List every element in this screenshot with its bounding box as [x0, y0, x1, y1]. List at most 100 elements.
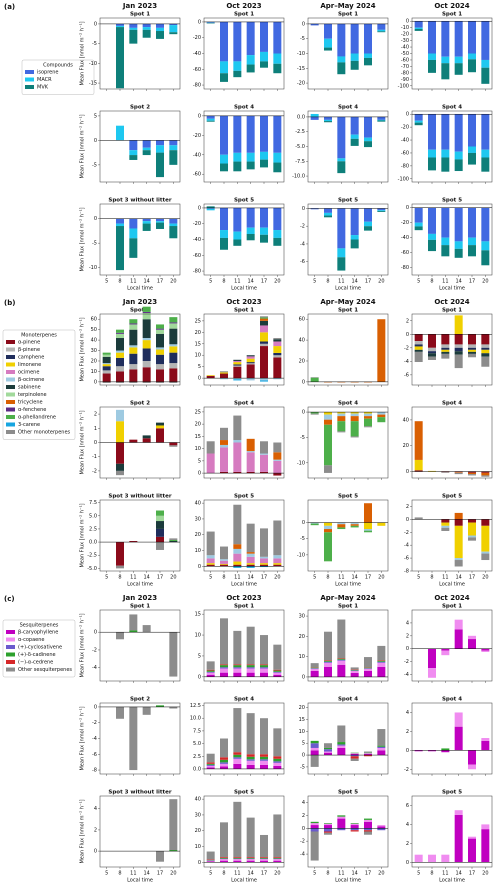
y-tick-label: 12.5: [190, 703, 201, 709]
legend-swatch: [6, 400, 15, 404]
y-tick-label: -10: [89, 265, 97, 271]
bar-segment: [441, 344, 450, 348]
bar-segment: [233, 857, 242, 858]
bar-segment: [206, 661, 215, 670]
bar-segment: [481, 241, 490, 251]
bar-segment: [454, 315, 463, 335]
bar-segment: [441, 149, 450, 158]
bar-segment: [260, 21, 268, 52]
bar-segment: [233, 708, 242, 753]
bar-segment: [220, 373, 228, 379]
bar-segment: [220, 857, 228, 858]
panel-title: Spot 5: [234, 790, 254, 796]
bar-segment: [468, 537, 476, 541]
axes-frame: [203, 313, 285, 386]
bar-segment: [246, 452, 255, 472]
bar-segment: [273, 53, 282, 64]
bar-segment: [246, 817, 255, 858]
bar-segment: [156, 428, 164, 443]
bar-segment: [233, 763, 242, 769]
bar-segment: [260, 754, 268, 757]
bar-segment: [414, 421, 423, 460]
bar-segment: [324, 215, 332, 218]
x-tick-label: 11: [338, 279, 344, 285]
y-tick-label: 0: [94, 849, 97, 855]
x-tick-label: 8: [118, 871, 121, 877]
bar-segment: [350, 522, 359, 525]
bar-segment: [468, 237, 476, 246]
bar-segment: [169, 322, 178, 324]
bar-segment: [337, 744, 346, 746]
bar-segment: [220, 766, 228, 769]
y-tick-label: -100: [398, 83, 409, 89]
bar-segment: [156, 218, 164, 222]
y-tick-label: -5.0: [295, 144, 305, 150]
bar-segment: [273, 758, 282, 762]
bar-segment: [350, 823, 359, 826]
bar-segment: [441, 522, 450, 526]
bar-segment: [142, 311, 151, 313]
bar-segment: [414, 207, 423, 223]
bar-segment: [364, 751, 372, 753]
bar-segment: [142, 223, 151, 231]
x-tick-label: 14: [143, 279, 149, 285]
bar-segment: [156, 328, 164, 330]
bar-segment: [414, 854, 423, 863]
bar-segment: [260, 556, 268, 559]
bar-segment: [454, 248, 463, 258]
y-tick-label: -5: [300, 435, 305, 441]
bar-segment: [246, 115, 255, 153]
bar-segment: [220, 822, 228, 858]
bar-segment: [246, 668, 255, 673]
bar-segment: [273, 338, 282, 340]
bar-segment: [220, 546, 228, 560]
bar-segment: [220, 618, 228, 665]
legend-label: tricyclene: [18, 400, 43, 406]
x-tick-label: 17: [365, 575, 371, 581]
bar-segment: [233, 564, 242, 567]
bar-segment: [310, 668, 319, 671]
bar-segment: [468, 152, 476, 165]
axes-frame: [307, 17, 389, 90]
bar-segment: [454, 241, 463, 249]
bar-segment: [337, 658, 346, 659]
bar-segment: [377, 417, 386, 423]
y-tick-label: 0: [302, 753, 305, 759]
bar-segment: [116, 338, 124, 351]
bar-segment: [441, 519, 450, 523]
bar-segment: [246, 552, 255, 554]
bar-segment: [324, 212, 332, 216]
bar-segment: [169, 363, 178, 369]
bar-segment: [350, 381, 359, 383]
bar-segment: [468, 471, 476, 473]
bar-segment: [454, 56, 463, 64]
bar-segment: [169, 223, 178, 227]
bar-segment: [129, 23, 138, 28]
bar-segment: [220, 444, 228, 448]
legend-label: Other monoterpenes: [18, 430, 71, 436]
bar-segment: [116, 329, 124, 333]
bar-segment: [220, 207, 228, 231]
panel-title: Spot 2: [130, 697, 150, 703]
bar-segment: [377, 522, 386, 526]
panel-title: Spot 1: [442, 308, 462, 314]
y-tick-label: 25: [195, 318, 201, 324]
y-tick-label: 0: [198, 19, 201, 25]
legend-label: α-pinene: [18, 340, 40, 346]
y-tick-label: -100: [398, 176, 409, 182]
bar-segment: [233, 667, 242, 669]
y-tick-label: 60: [299, 317, 305, 323]
bar-segment: [156, 324, 164, 329]
bar-segment: [428, 53, 436, 60]
bar-segment: [142, 381, 151, 383]
bar-segment: [481, 519, 490, 526]
bar-segment: [260, 857, 268, 859]
bar-segment: [481, 650, 490, 652]
bar-segment: [364, 668, 372, 669]
bar-segment: [454, 351, 463, 355]
x-tick-label: 14: [455, 279, 461, 285]
bar-segment: [233, 415, 242, 441]
bar-segment: [206, 764, 215, 766]
bar-segment: [441, 349, 450, 352]
axes-frame: [307, 702, 389, 775]
